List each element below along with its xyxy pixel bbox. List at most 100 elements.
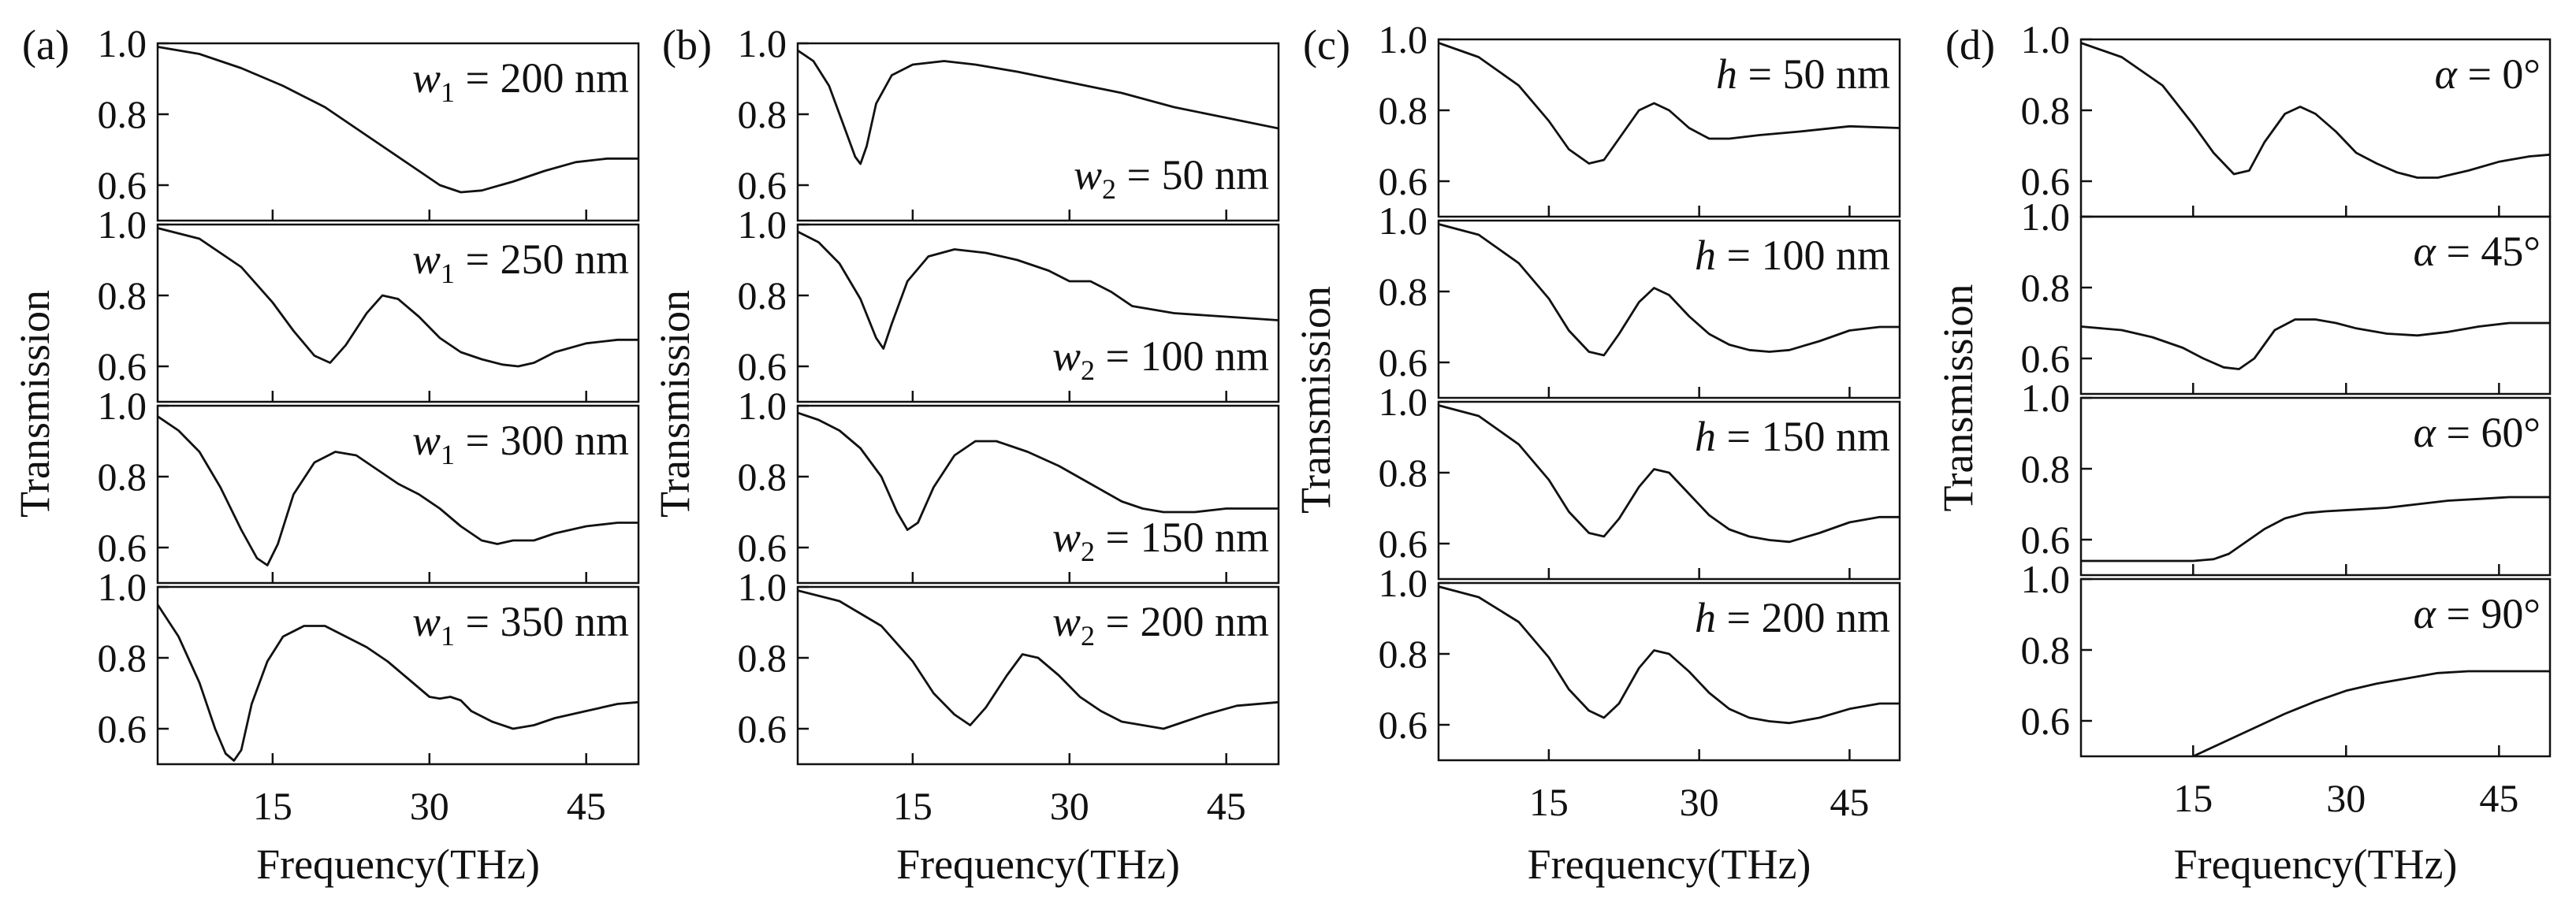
y-tick-label: 1.0 bbox=[738, 565, 787, 609]
subplot-annotation: α = 0° bbox=[2435, 50, 2541, 98]
y-tick-label: 0.8 bbox=[1379, 632, 1428, 676]
y-tick-label: 1.0 bbox=[1379, 17, 1428, 61]
x-tick-label: 45 bbox=[1207, 784, 1246, 828]
subplot-frame bbox=[156, 404, 640, 585]
y-tick-label: 1.0 bbox=[98, 565, 147, 609]
annotation-value: = 0° bbox=[2457, 50, 2541, 98]
annotation-variable: w bbox=[1052, 514, 1081, 561]
x-axis-label: Frequency(THz) bbox=[1528, 841, 1811, 888]
series-line bbox=[2081, 42, 2550, 179]
y-tick-label: 0.6 bbox=[2021, 159, 2071, 203]
series-line bbox=[2190, 670, 2550, 756]
series-line bbox=[158, 603, 638, 762]
panel-2: 1.00.80.6h = 50 nm1.00.80.6h = 100 nm1.0… bbox=[1292, 17, 1901, 888]
series-line bbox=[1439, 404, 1900, 544]
annotation-variable: h bbox=[1695, 594, 1716, 641]
subplot-annotation: h = 50 nm bbox=[1716, 50, 1890, 98]
x-tick-label: 30 bbox=[2326, 776, 2366, 820]
annotation-value: = 300 nm bbox=[455, 417, 629, 464]
y-axis-label: Transmission bbox=[651, 290, 698, 518]
annotation-variable: w bbox=[412, 236, 441, 283]
y-tick-label: 0.8 bbox=[2021, 265, 2071, 310]
subplot-frame bbox=[796, 42, 1280, 222]
subplot-3-0: 1.0 0.8 0.6 α = 0° bbox=[2021, 17, 2552, 218]
subplot-frame bbox=[2079, 215, 2552, 395]
y-tick-label: 1.0 bbox=[98, 202, 147, 247]
annotation-variable: w bbox=[1052, 332, 1081, 380]
subplot-annotation: w2 = 100 nm bbox=[1052, 332, 1269, 386]
annotation-value: = 200 nm bbox=[1716, 594, 1890, 641]
annotation-variable: w bbox=[412, 598, 441, 645]
y-tick-label: 0.6 bbox=[738, 163, 787, 207]
annotation-subscript: 2 bbox=[1081, 536, 1095, 567]
y-tick-label: 0.6 bbox=[98, 707, 147, 751]
subplot-annotation: α = 60° bbox=[2414, 409, 2541, 456]
y-tick-label: 1.0 bbox=[2021, 195, 2071, 239]
series-line bbox=[158, 46, 638, 194]
y-tick-label: 1.0 bbox=[738, 202, 787, 247]
subplot-1-0: 1.0 0.8 0.6 w2 = 50 nm bbox=[738, 21, 1280, 222]
annotation-subscript: 1 bbox=[441, 76, 455, 108]
y-tick-label: 0.8 bbox=[2021, 88, 2071, 132]
x-tick-label: 15 bbox=[1529, 780, 1569, 824]
series-line bbox=[798, 411, 1279, 531]
x-tick-label: 30 bbox=[1050, 784, 1089, 828]
y-tick-label: 0.6 bbox=[2021, 699, 2071, 743]
subplot-frame bbox=[156, 42, 640, 222]
annotation-value: = 100 nm bbox=[1716, 232, 1890, 279]
y-tick-label: 0.6 bbox=[2021, 336, 2071, 381]
y-tick-label: 0.8 bbox=[98, 92, 147, 136]
y-tick-label: 0.6 bbox=[1379, 703, 1428, 747]
annotation-value: = 45° bbox=[2436, 228, 2541, 275]
y-tick-label: 0.6 bbox=[738, 707, 787, 751]
y-tick-label: 1.0 bbox=[2021, 557, 2071, 601]
x-tick-label: 15 bbox=[2173, 776, 2213, 820]
annotation-variable: h bbox=[1695, 232, 1716, 279]
annotation-value: = 200 nm bbox=[455, 54, 629, 102]
annotation-subscript: 1 bbox=[441, 620, 455, 652]
annotation-variable: α bbox=[2414, 590, 2437, 637]
subplot-annotation: w2 = 150 nm bbox=[1052, 514, 1269, 567]
x-tick-label: 45 bbox=[1830, 780, 1869, 824]
subplot-frame bbox=[796, 404, 1280, 585]
subplot-frame bbox=[796, 585, 1280, 766]
panel-label: (c) bbox=[1303, 21, 1350, 69]
panel-label: (d) bbox=[1945, 21, 1995, 69]
annotation-value: = 100 nm bbox=[1095, 332, 1269, 380]
x-tick-label: 15 bbox=[253, 784, 292, 828]
y-tick-label: 1.0 bbox=[738, 384, 787, 428]
annotation-value: = 50 nm bbox=[1116, 151, 1269, 199]
series-line bbox=[798, 230, 1279, 350]
y-tick-label: 0.6 bbox=[738, 525, 787, 570]
subplot-0-1: 1.0 0.8 0.6 w1 = 250 nm bbox=[98, 202, 640, 403]
annotation-variable: w bbox=[412, 417, 441, 464]
x-tick-label: 15 bbox=[893, 784, 932, 828]
y-tick-label: 1.0 bbox=[738, 21, 787, 65]
subplot-1-3: 1.0 0.8 0.6 15 30 45 w2 = 200 nm bbox=[738, 565, 1280, 828]
y-tick-label: 1.0 bbox=[1379, 380, 1428, 424]
y-tick-label: 0.8 bbox=[1379, 88, 1428, 132]
subplot-2-3: 1.0 0.8 0.6 15 30 45 h = 200 nm bbox=[1379, 561, 1901, 824]
series-line bbox=[798, 49, 1279, 165]
subplot-3-3: 1.0 0.8 0.6 15 30 45 α = 90° bbox=[2021, 557, 2552, 820]
subplot-annotation: w1 = 300 nm bbox=[412, 417, 629, 470]
y-tick-label: 0.6 bbox=[738, 344, 787, 388]
subplot-1-1: 1.0 0.8 0.6 w2 = 100 nm bbox=[738, 202, 1280, 403]
y-tick-label: 0.8 bbox=[98, 455, 147, 499]
annotation-value: = 60° bbox=[2436, 409, 2541, 456]
subplot-frame bbox=[2079, 577, 2552, 758]
y-tick-label: 0.6 bbox=[98, 525, 147, 570]
y-tick-label: 0.6 bbox=[2021, 518, 2071, 562]
y-axis-label: Transmission bbox=[1934, 284, 1982, 511]
subplot-0-3: 1.0 0.8 0.6 15 30 45 w1 = 350 nm bbox=[98, 565, 640, 828]
y-axis-label: Transmission bbox=[11, 290, 58, 518]
subplot-2-2: 1.0 0.8 0.6 h = 150 nm bbox=[1379, 380, 1901, 581]
series-line bbox=[158, 415, 638, 566]
y-tick-label: 0.8 bbox=[2021, 628, 2071, 672]
panel-0: 1.00.80.6w1 = 200 nm1.00.80.6w1 = 250 nm… bbox=[11, 21, 640, 888]
annotation-variable: w bbox=[1052, 598, 1081, 645]
annotation-variable: w bbox=[412, 54, 441, 102]
subplot-annotation: w1 = 250 nm bbox=[412, 236, 629, 289]
annotation-subscript: 1 bbox=[441, 258, 455, 289]
